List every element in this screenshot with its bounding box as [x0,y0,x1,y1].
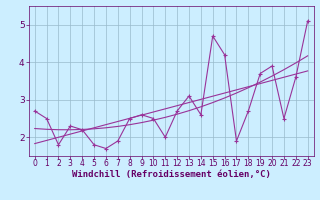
X-axis label: Windchill (Refroidissement éolien,°C): Windchill (Refroidissement éolien,°C) [72,170,271,179]
